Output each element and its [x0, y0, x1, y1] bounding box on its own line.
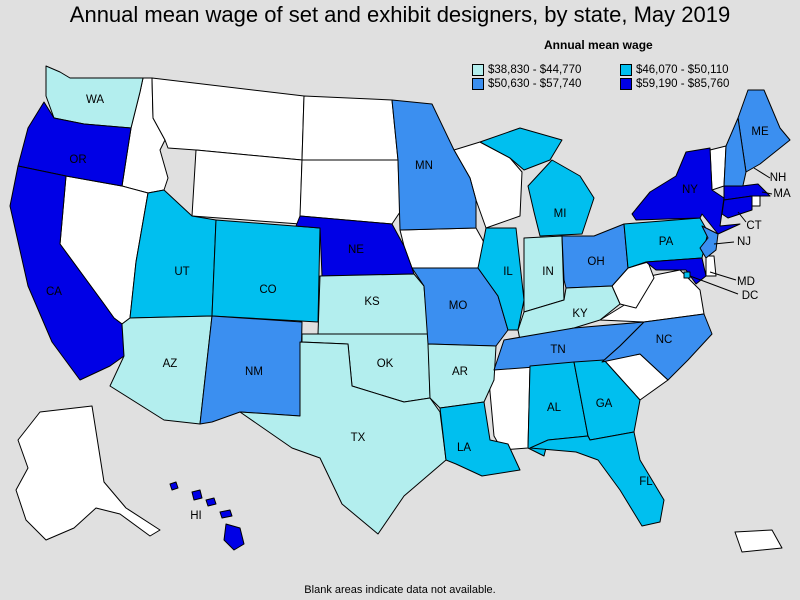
label-me: ME	[751, 126, 769, 138]
legend-swatch-1	[472, 64, 484, 76]
state-mn	[391, 99, 477, 231]
state-or	[17, 101, 132, 187]
map-title: Annual mean wage of set and exhibit desi…	[69, 2, 731, 27]
label-nm: NM	[245, 366, 263, 378]
label-mi: MI	[554, 208, 567, 220]
label-tn: TN	[550, 344, 565, 356]
state-wy	[191, 149, 303, 225]
label-ks: KS	[364, 296, 380, 308]
state-me	[737, 89, 791, 173]
state-vt	[709, 145, 727, 191]
label-oh: OH	[587, 256, 604, 268]
state-il	[477, 227, 525, 331]
label-la: LA	[457, 442, 471, 454]
label-dc: DC	[742, 290, 759, 302]
state-fl	[529, 431, 665, 527]
state-mt	[151, 77, 305, 161]
state-dc	[683, 271, 691, 279]
state-md	[645, 257, 707, 285]
label-mn: MN	[415, 160, 433, 172]
state-oh	[561, 223, 629, 289]
label-wa: WA	[86, 94, 104, 106]
label-or: OR	[69, 154, 86, 166]
state-ak	[15, 405, 161, 541]
state-mi	[479, 127, 595, 237]
label-ne: NE	[348, 244, 364, 256]
legend-swatch-3	[472, 78, 484, 90]
legend-item-3: $50,630 - $57,740	[472, 78, 581, 90]
legend-swatch-4	[620, 78, 632, 90]
state-nc	[601, 313, 713, 381]
legend-item-4: $59,190 - $85,760	[620, 78, 729, 90]
label-md: MD	[737, 276, 755, 288]
state-ri	[751, 195, 761, 207]
state-wa	[45, 65, 144, 129]
label-ar: AR	[452, 366, 468, 378]
territory-pr	[734, 529, 783, 553]
leader-nh	[753, 167, 771, 179]
label-fl: FL	[639, 476, 653, 488]
label-ny: NY	[682, 184, 698, 196]
label-ca: CA	[46, 286, 62, 298]
leader-md	[709, 271, 737, 281]
legend-item-2: $46,070 - $50,110	[620, 64, 729, 76]
legend-label-3: $50,630 - $57,740	[488, 78, 582, 90]
state-tx	[239, 341, 447, 535]
label-il: IL	[503, 266, 513, 278]
leader-lines	[689, 167, 773, 295]
label-ky: KY	[572, 308, 588, 320]
state-nd	[301, 95, 399, 161]
label-pa: PA	[659, 236, 674, 248]
label-co: CO	[259, 284, 276, 296]
state-nj	[699, 225, 719, 259]
legend-label-4: $59,190 - $85,760	[636, 78, 730, 90]
legend-label-1: $38,830 - $44,770	[488, 64, 582, 76]
label-mo: MO	[449, 300, 468, 312]
legend-swatch-2	[620, 64, 632, 76]
leader-nj	[713, 241, 735, 245]
label-in: IN	[542, 266, 554, 278]
label-nh: NH	[770, 172, 787, 184]
leader-ct	[737, 211, 747, 223]
label-al: AL	[547, 402, 562, 414]
label-hi: HI	[190, 510, 202, 522]
label-nj: NJ	[737, 236, 751, 248]
state-co	[211, 219, 321, 323]
legend-item-1: $38,830 - $44,770	[472, 64, 581, 76]
state-la	[439, 401, 521, 477]
state-de	[705, 255, 717, 277]
label-ct: CT	[746, 220, 761, 232]
label-nc: NC	[656, 334, 673, 346]
state-hi	[169, 481, 245, 551]
leader-ma	[761, 191, 773, 195]
state-ia	[399, 227, 487, 269]
state-sd	[299, 159, 401, 225]
legend-title: Annual mean wage	[544, 38, 653, 52]
footnote: Blank areas indicate data not available.	[304, 584, 496, 596]
state-ct	[721, 195, 753, 219]
label-ma: MA	[773, 188, 791, 200]
label-tx: TX	[351, 432, 366, 444]
label-az: AZ	[163, 358, 178, 370]
label-ga: GA	[596, 398, 613, 410]
state-az	[109, 315, 213, 425]
label-ok: OK	[377, 358, 394, 370]
state-nh	[723, 117, 747, 191]
leader-dc	[689, 275, 739, 295]
legend-label-2: $46,070 - $50,110	[636, 64, 729, 76]
label-ut: UT	[174, 266, 189, 278]
